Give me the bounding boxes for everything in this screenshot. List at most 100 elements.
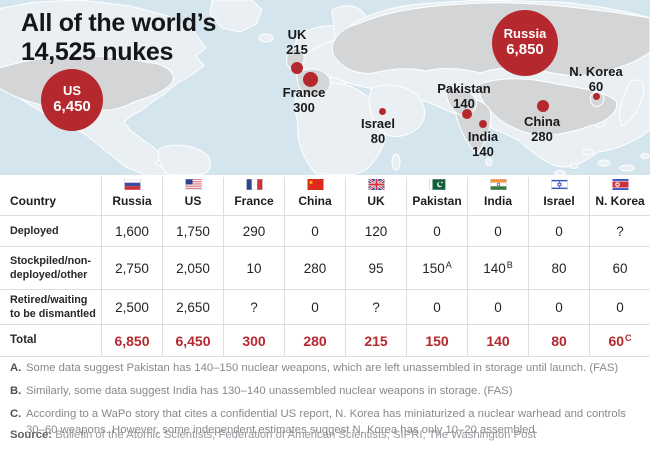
column-header-india: India xyxy=(467,177,528,215)
column-country-name: UK xyxy=(367,194,385,208)
row-label: Total xyxy=(10,334,37,347)
table-cell: 80 xyxy=(528,325,589,356)
column-header-russia: Russia xyxy=(101,177,162,215)
footnote: A. Some data suggest Pakistan has 140–150… xyxy=(10,360,642,376)
footnote-text: According to a WaPo story that cites a c… xyxy=(26,408,626,437)
footnotes: A. Some data suggest Pakistan has 140–150… xyxy=(10,360,642,445)
flag-france-icon xyxy=(245,179,263,190)
flag-russia-icon xyxy=(123,179,141,190)
table-cell: 0 xyxy=(467,216,528,246)
table-cell: 0 xyxy=(406,216,467,246)
map-label-china: China 280 xyxy=(524,114,560,144)
map-label-nkorea: N. Korea 60 xyxy=(569,64,622,94)
table-cell: ? xyxy=(345,290,406,324)
table-cell: 2,750 xyxy=(101,247,162,289)
footnote-text: Similarly, some data suggest India has 1… xyxy=(26,385,513,398)
table-cell: 2,500 xyxy=(101,290,162,324)
table-cell: 140 B xyxy=(467,247,528,289)
dot-country-name: Israel xyxy=(361,116,395,131)
table-cell: 0 xyxy=(284,216,345,246)
source-text: Bulletin of the Atomic Scientists; Feder… xyxy=(55,429,537,441)
table-cell: 150 xyxy=(406,325,467,356)
map-label-india: India 140 xyxy=(468,129,498,159)
flag-israel-icon xyxy=(550,179,568,190)
table-cell: 10 xyxy=(223,247,284,289)
map-dot-france xyxy=(302,71,318,87)
table-cell: 95 xyxy=(345,247,406,289)
table-cell: 1,750 xyxy=(162,216,223,246)
dot-country-name: France xyxy=(282,85,326,100)
footnote-letter: C. xyxy=(10,408,22,421)
table-cell: 6,850 xyxy=(101,325,162,356)
row-label: Deployed xyxy=(10,224,59,237)
table-cell: 290 xyxy=(223,216,284,246)
row-label: Retired/waiting to be dismantled xyxy=(10,293,96,320)
country-header-label: Country xyxy=(10,194,56,208)
map-bubble-russia: Russia 6,850 xyxy=(492,10,558,76)
map-dot-pakistan xyxy=(462,109,472,119)
dot-country-name: N. Korea xyxy=(569,64,623,79)
footnote-letter: A. xyxy=(10,362,22,374)
row-label: Stockpiled/non-deployed/other xyxy=(10,254,91,281)
table-cell: 2,050 xyxy=(162,247,223,289)
table-cell: 0 xyxy=(467,290,528,324)
map-dot-china xyxy=(537,100,549,112)
table-cell: 80 xyxy=(528,247,589,289)
flag-pakistan-icon xyxy=(428,179,446,190)
map-bubble-us: US 6,450 xyxy=(41,69,103,131)
title-line-2: 14,525 nukes xyxy=(21,38,174,67)
flag-india-icon xyxy=(489,179,507,190)
table-cell: 60 C xyxy=(589,325,650,356)
map-dot-india xyxy=(479,120,487,128)
dot-country-name: India xyxy=(467,129,499,144)
table-cell: 150 A xyxy=(406,247,467,289)
flag-uk-icon xyxy=(367,179,385,190)
nukes-table: Country Russia US France China UK Pakistan Indi… xyxy=(0,177,650,357)
table-cell: 2,650 xyxy=(162,290,223,324)
flag-china-icon xyxy=(307,179,324,190)
table-row-total: Total 6,850 6,450 300 280 215 150 140 80 60 C xyxy=(0,324,650,357)
footnote: B. Similarly, some data suggest India has… xyxy=(10,383,642,399)
table-row: Retired/waiting to be dismantled 2,500 2,6… xyxy=(0,289,650,324)
table-row: Deployed 1,600 1,750 290 0 120 0 0 0? xyxy=(0,215,650,246)
dot-count: 215 xyxy=(286,42,308,57)
table-cell: 0 xyxy=(406,290,467,324)
dot-count: 300 xyxy=(293,100,315,115)
map-dot-nkorea xyxy=(592,92,600,100)
column-header-nkorea: N. Korea xyxy=(589,177,650,215)
column-header-china: China xyxy=(284,177,345,215)
dot-country-name: UK xyxy=(287,27,307,42)
column-country-name: Israel xyxy=(543,194,575,208)
dot-count: 280 xyxy=(531,129,553,144)
map-label-israel: Israel 80 xyxy=(361,116,395,146)
title-line-1: All of the world’s xyxy=(21,9,217,37)
column-country-name: Russia xyxy=(112,194,152,208)
column-header-france: France xyxy=(223,177,284,215)
map-label-france: France 300 xyxy=(283,85,326,115)
bubble-count: 6,850 xyxy=(506,41,544,59)
dot-count: 140 xyxy=(453,96,475,111)
table-cell: 6,450 xyxy=(162,325,223,356)
dot-count: 60 xyxy=(588,79,604,94)
map-dot-uk xyxy=(291,62,303,74)
table-cell: ? xyxy=(223,290,284,324)
column-country-name: China xyxy=(298,194,332,208)
table-cell: 215 xyxy=(345,325,406,356)
table-cell: 0 xyxy=(589,290,650,324)
column-header-israel: Israel xyxy=(528,177,589,215)
map-label-uk: UK 215 xyxy=(286,27,308,57)
table-cell: 60 xyxy=(589,247,650,289)
source-label: Source: xyxy=(10,429,53,441)
table-cell: 280 xyxy=(284,325,345,356)
table-row: Stockpiled/non-deployed/other 2,750 2,050 1… xyxy=(0,246,650,289)
flag-us-icon xyxy=(184,179,202,190)
table-cell: 300 xyxy=(223,325,284,356)
column-header-us: US xyxy=(162,177,223,215)
table-cell: 1,600 xyxy=(101,216,162,246)
table-cell: 140 xyxy=(467,325,528,356)
table-cell: ? xyxy=(589,216,650,246)
page-title: All of the world’s 14,525 nukes xyxy=(21,9,216,68)
table-cell: 0 xyxy=(528,290,589,324)
flag-north-korea-icon xyxy=(612,179,629,190)
footnote-letter: B. xyxy=(10,385,22,398)
